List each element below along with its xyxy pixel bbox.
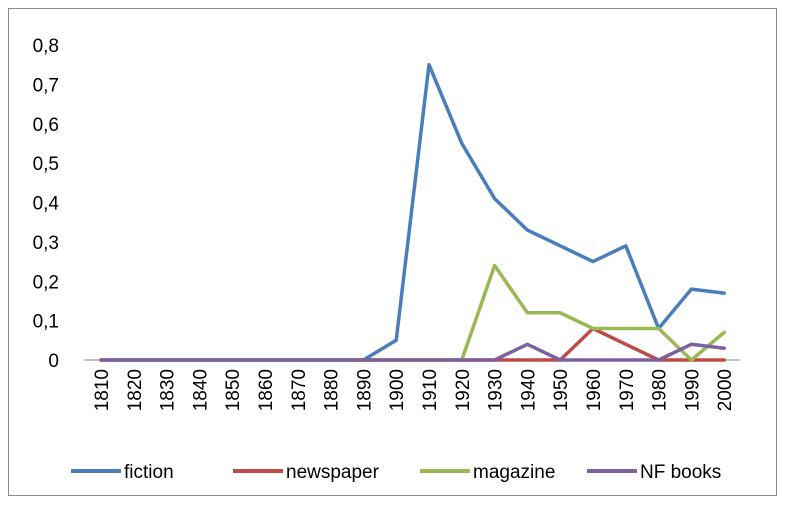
x-tick-label: 1990 (682, 369, 703, 411)
x-tick-label: 1810 (92, 369, 113, 411)
y-tick-label: 0,8 (33, 36, 59, 57)
y-tick-label: 0,7 (33, 75, 59, 96)
x-tick-label: 1840 (190, 369, 211, 411)
x-tick-label: 1950 (551, 369, 572, 411)
x-tick-label: 1860 (256, 369, 277, 411)
x-tick-label: 1900 (387, 369, 408, 411)
series-line-nf-books (99, 342, 726, 362)
x-tick-label: 1910 (420, 369, 441, 411)
x-tick-label: 1930 (486, 369, 507, 411)
x-tick-label: 1830 (158, 369, 179, 411)
series-line-newspaper (99, 326, 726, 362)
y-tick-label: 0 (48, 351, 59, 372)
legend-label: magazine (473, 462, 555, 483)
x-tick-label: 1880 (322, 369, 343, 411)
y-tick-label: 0,3 (33, 233, 59, 254)
x-tick-label: 1970 (617, 369, 638, 411)
x-tick-label: 1820 (125, 369, 146, 411)
y-tick-label: 0,6 (33, 115, 59, 136)
y-tick-label: 0,5 (33, 154, 59, 175)
x-tick-label: 1920 (453, 369, 474, 411)
y-tick-label: 0,2 (33, 272, 59, 293)
legend-label: NF books (640, 462, 721, 483)
legend-label: newspaper (286, 462, 380, 483)
series-line-fiction (99, 62, 726, 362)
y-tick-label: 0,1 (33, 312, 59, 333)
legend-label: fiction (124, 462, 174, 483)
x-tick-label: 1850 (223, 369, 244, 411)
x-tick-label: 2000 (715, 369, 736, 411)
x-tick-label: 1960 (584, 369, 605, 411)
x-tick-label: 1890 (354, 369, 375, 411)
x-tick-label: 1940 (518, 369, 539, 411)
x-tick-label: 1980 (650, 369, 671, 411)
chart-frame: 0 0,1 0,2 0,3 0,4 0,5 0,6 0,7 0,8 1810 1820 1830 184… (8, 8, 777, 496)
line-chart: 0 0,1 0,2 0,3 0,4 0,5 0,6 0,7 0,8 1810 1820 1830 184… (33, 36, 741, 483)
y-tick-label: 0,4 (33, 194, 60, 215)
x-tick-label: 1870 (289, 369, 310, 411)
